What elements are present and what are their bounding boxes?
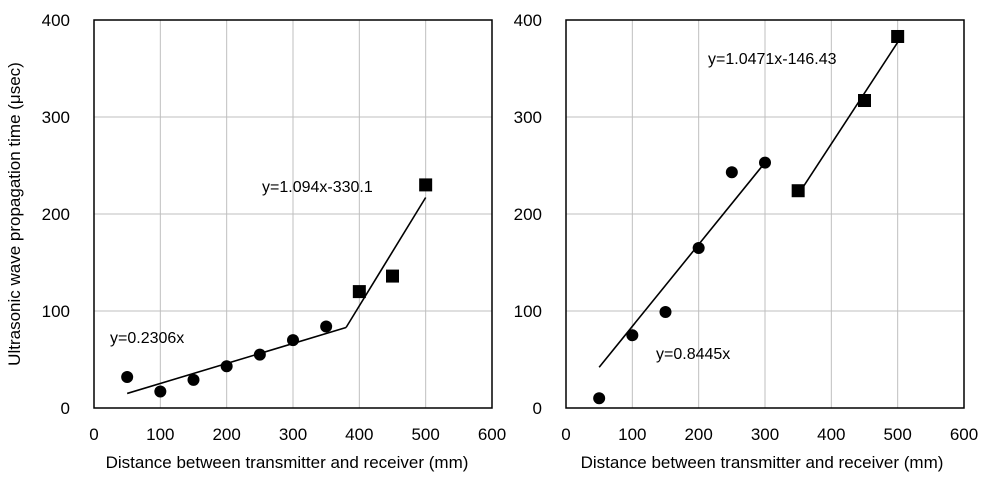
data-point-circle [154, 385, 167, 398]
equation-label: y=1.094x-330.1 [262, 179, 373, 196]
data-point-circle [659, 305, 672, 318]
x-tick-label: 100 [618, 425, 646, 444]
x-tick-label: 0 [561, 425, 570, 444]
y-tick-label: 100 [42, 302, 70, 321]
x-axis-title: Distance between transmitter and receive… [106, 453, 469, 472]
trendline [345, 197, 427, 328]
data-point-square [791, 184, 805, 198]
data-point-circle [220, 360, 233, 373]
x-tick-label: 500 [883, 425, 911, 444]
x-tick-label: 300 [751, 425, 779, 444]
data-point-circle [626, 329, 639, 342]
chart-right: 0 100 200 300 400 500 600 0 100 200 300 400 Distance… [514, 11, 979, 472]
x-tick-label: 600 [478, 425, 506, 444]
data-point-circle [725, 166, 738, 179]
data-point-circle [320, 320, 333, 333]
x-tick-label: 400 [817, 425, 845, 444]
y-tick-label: 400 [514, 11, 542, 30]
plot-frame [93, 19, 493, 409]
x-tick-label: 200 [212, 425, 240, 444]
x-tick-label: 600 [950, 425, 978, 444]
data-point-circle [593, 392, 606, 405]
data-point-square [891, 29, 905, 43]
data-point-circle [692, 241, 705, 254]
y-axis-title: Ultrasonic wave propagation time (μsec) [5, 62, 24, 366]
chart-left: 0 100 200 300 400 500 600 0 100 200 300 400 Distance… [5, 11, 506, 472]
y-tick-label: 300 [42, 108, 70, 127]
data-point-circle [121, 370, 134, 383]
y-tick-label: 400 [42, 11, 70, 30]
data-point-square [386, 269, 399, 283]
x-tick-label: 0 [89, 425, 98, 444]
data-point-circle [253, 348, 266, 361]
data-point-square [858, 94, 871, 108]
trendline [797, 41, 899, 196]
y-tick-label: 0 [533, 399, 542, 418]
x-tick-label: 500 [411, 425, 439, 444]
y-tick-label: 300 [514, 108, 542, 127]
x-tick-label: 400 [345, 425, 373, 444]
trendline [598, 162, 766, 368]
plot-frame [565, 19, 965, 409]
x-tick-label: 100 [146, 425, 174, 444]
x-tick-label: 200 [684, 425, 712, 444]
y-tick-label: 200 [514, 205, 542, 224]
data-point-circle [187, 373, 200, 386]
x-axis-title: Distance between transmitter and receive… [581, 453, 944, 472]
equation-label: y=0.2306x [110, 330, 184, 347]
y-tick-label: 200 [42, 205, 70, 224]
y-tick-label: 0 [61, 399, 70, 418]
trendline [126, 326, 347, 395]
data-point-circle [287, 334, 299, 347]
equation-label: y=0.8445x [656, 346, 730, 363]
data-point-circle [759, 156, 771, 169]
data-point-square [352, 285, 366, 299]
data-point-square [419, 178, 433, 192]
x-tick-label: 300 [279, 425, 307, 444]
y-tick-label: 100 [514, 302, 542, 321]
equation-label: y=1.0471x-146.43 [708, 51, 837, 68]
